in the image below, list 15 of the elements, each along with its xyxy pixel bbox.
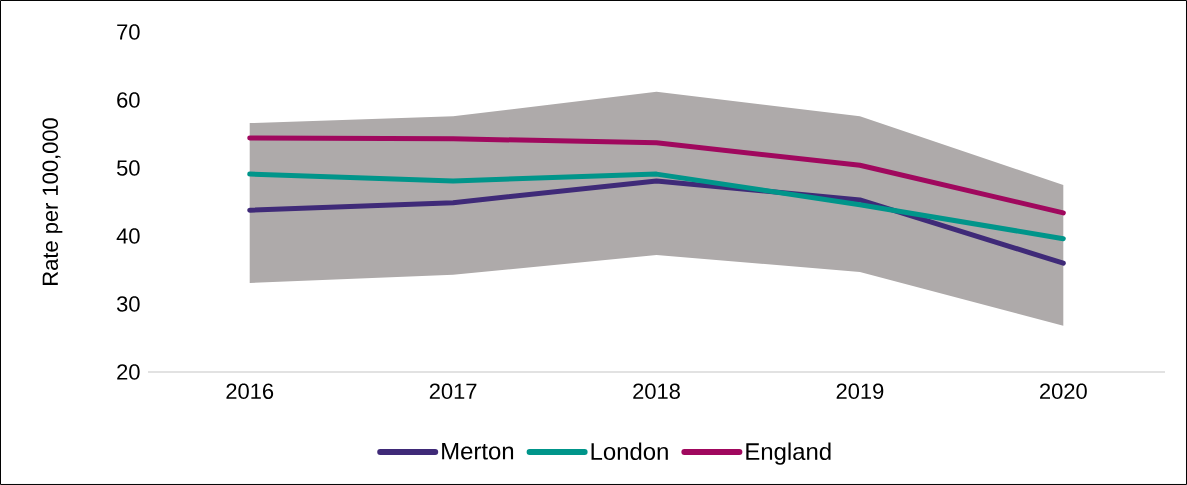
x-tick-label: 2020: [1040, 383, 1087, 400]
x-tick-label: 2017: [429, 383, 477, 400]
legend-label: England: [746, 442, 831, 465]
y-tick-label: 50: [116, 160, 140, 176]
y-tick-label: 70: [117, 24, 140, 40]
legend-label: Merton: [442, 442, 514, 460]
y-axis-title: Rate per 100,000: [42, 118, 63, 285]
x-tick-label: 2016: [226, 383, 274, 400]
y-tick-label: 20: [117, 364, 140, 380]
y-tick-label: 60: [117, 92, 140, 108]
x-tick-label: 2019: [836, 383, 884, 400]
legend-label: London: [591, 442, 668, 461]
y-tick-label: 40: [116, 228, 140, 244]
x-tick-label: 2018: [633, 383, 680, 400]
y-tick-label: 30: [116, 296, 140, 312]
